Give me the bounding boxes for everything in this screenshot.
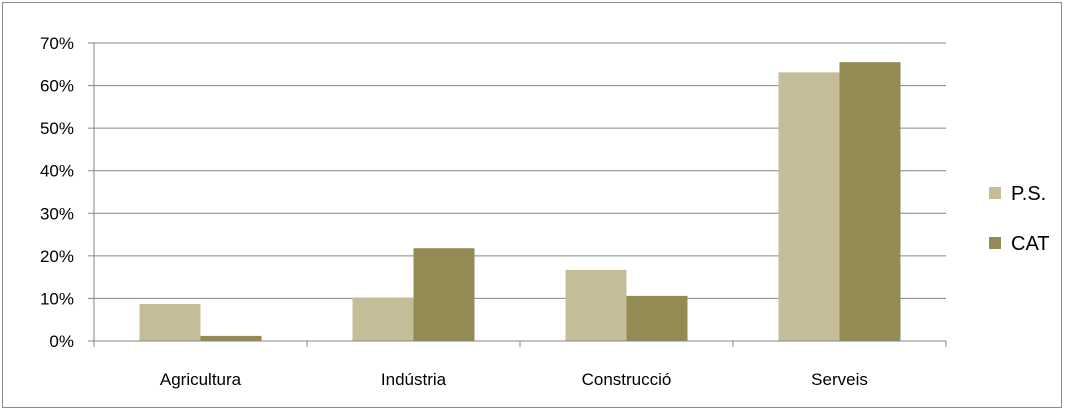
bar-0-0 [139,303,201,341]
y-tick-label: 70% [40,34,74,53]
x-axis [93,43,947,347]
x-category-label: Construcció [582,370,672,389]
y-axis-tick-labels: 0% 10% 20% 30% 40% 50% 60% 70% [40,34,74,351]
bar-0-2 [565,269,627,341]
bar-0-1 [352,297,414,341]
y-tick-label: 10% [40,289,74,308]
y-tick-label: 20% [40,247,74,266]
bar-0-3 [778,72,840,342]
legend-swatch [989,237,1001,249]
y-tick-label: 60% [40,77,74,96]
legend-label: CAT [1011,233,1050,255]
y-tick-label: 50% [40,119,74,138]
legend-label: P.S. [1011,183,1046,205]
y-tick-label: 40% [40,162,74,181]
y-tick-label: 0% [49,332,74,351]
legend-swatch [989,187,1001,199]
x-category-label: Indústria [381,370,447,389]
bar-1-0 [200,335,262,341]
x-category-label: Serveis [811,370,868,389]
bar-1-2 [626,295,688,341]
x-category-label: Agricultura [160,370,242,389]
y-tick-label: 30% [40,204,74,223]
x-axis-category-labels: Agricultura Indústria Construcció Serveis [160,370,868,389]
legend: P.S. CAT [989,183,1050,255]
bar-1-1 [413,248,475,341]
bars [139,62,901,342]
bar-1-3 [839,62,901,342]
